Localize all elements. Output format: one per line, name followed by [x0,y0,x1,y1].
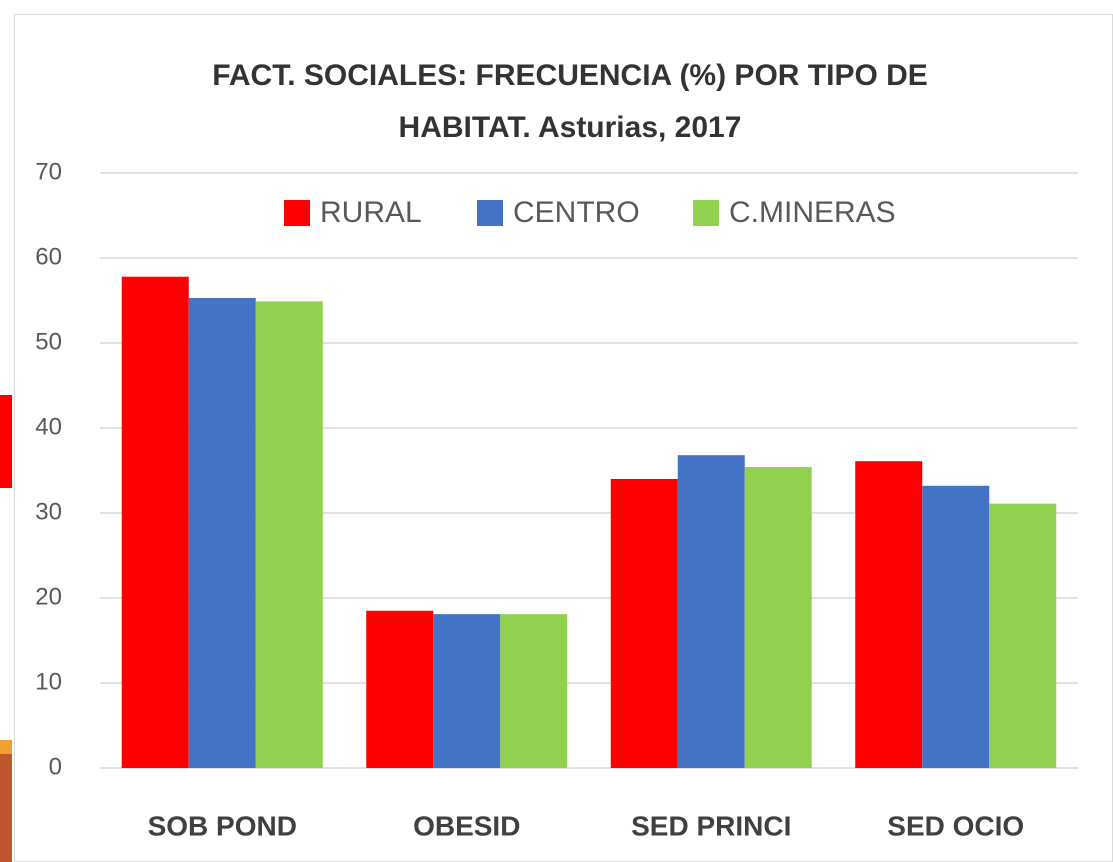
y-tick-label: 60 [35,243,62,270]
y-tick-label: 10 [35,668,62,695]
bar [366,610,434,768]
x-tick-label: OBESID [413,810,520,841]
legend-label: CENTRO [513,196,640,229]
y-tick-label: 30 [35,498,62,525]
bar [744,467,812,768]
decoration [0,740,12,754]
bar [255,301,323,768]
bar [433,614,501,768]
x-tick-label: SED OCIO [887,810,1024,841]
legend-swatch [284,200,310,226]
legend-swatch [477,200,503,226]
y-tick-label: 70 [35,158,62,185]
x-tick-label: SOB POND [148,810,297,841]
bar [500,614,568,768]
legend-swatch [693,200,719,226]
bar [989,503,1057,768]
y-tick-label: 0 [49,753,62,780]
y-tick-label: 40 [35,413,62,440]
legend-label: RURAL [320,196,422,229]
legend-label: C.MINERAS [729,196,896,229]
x-tick-label: SED PRINCI [631,810,791,841]
bar [677,455,745,768]
y-tick-label: 20 [35,583,62,610]
bar [121,276,189,768]
bar [188,297,256,768]
chart-title: FACT. SOCIALES: FRECUENCIA (%) POR TIPO … [212,59,928,144]
bar [855,461,923,768]
bar [610,479,678,768]
bar [922,485,990,768]
decoration [0,395,12,488]
decoration [0,754,12,862]
y-tick-label: 50 [35,328,62,355]
